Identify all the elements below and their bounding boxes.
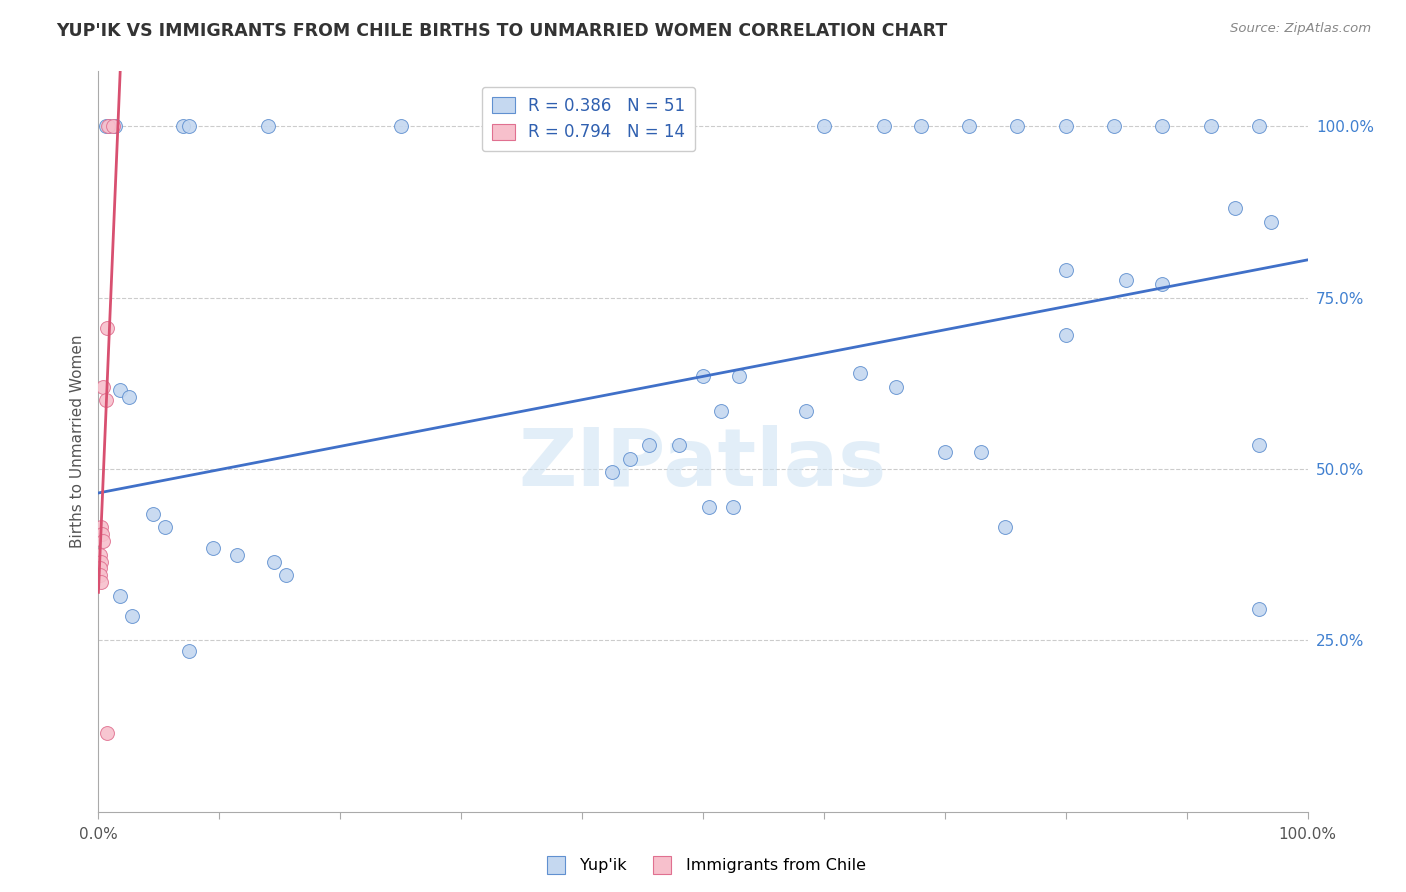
Point <box>1007 119 1029 133</box>
Point <box>90 554 112 568</box>
Point <box>1249 602 1271 616</box>
Text: Source: ZipAtlas.com: Source: ZipAtlas.com <box>1230 22 1371 36</box>
Point <box>202 541 225 555</box>
Point <box>1115 273 1137 287</box>
Text: ZIPatlas: ZIPatlas <box>519 425 887 503</box>
Point <box>1249 438 1271 452</box>
Point <box>970 445 993 459</box>
Point <box>153 520 176 534</box>
Point <box>108 589 131 603</box>
Point <box>101 119 124 133</box>
Point <box>389 119 412 133</box>
Point <box>723 500 745 514</box>
Point <box>179 119 201 133</box>
Point <box>849 366 872 380</box>
Legend: Yup'ik, Immigrants from Chile: Yup'ik, Immigrants from Chile <box>534 852 872 880</box>
Point <box>1054 119 1077 133</box>
Point <box>697 500 720 514</box>
Point <box>89 548 111 562</box>
Point <box>256 119 278 133</box>
Point <box>96 321 118 335</box>
Point <box>794 403 817 417</box>
Point <box>668 438 690 452</box>
Point <box>1152 277 1174 291</box>
Point <box>886 380 908 394</box>
Point <box>957 119 980 133</box>
Point <box>1249 119 1271 133</box>
Point <box>710 403 733 417</box>
Legend: R = 0.386   N = 51, R = 0.794   N = 14: R = 0.386 N = 51, R = 0.794 N = 14 <box>482 87 696 152</box>
Point <box>108 383 131 397</box>
Point <box>1054 328 1077 343</box>
Point <box>94 119 117 133</box>
Point <box>104 119 127 133</box>
Point <box>91 527 114 541</box>
Y-axis label: Births to Unmarried Women: Births to Unmarried Women <box>69 334 84 549</box>
Point <box>1152 119 1174 133</box>
Point <box>813 119 835 133</box>
Point <box>692 369 714 384</box>
Point <box>1054 263 1077 277</box>
Point <box>91 533 114 548</box>
Point <box>994 520 1017 534</box>
Point <box>121 609 143 624</box>
Point <box>602 466 624 480</box>
Point <box>728 369 751 384</box>
Point <box>89 568 111 582</box>
Point <box>96 726 118 740</box>
Point <box>118 390 141 404</box>
Point <box>89 561 111 575</box>
Point <box>637 438 659 452</box>
Point <box>142 507 165 521</box>
Point <box>91 380 114 394</box>
Point <box>90 575 112 590</box>
Point <box>172 119 194 133</box>
Text: YUP'IK VS IMMIGRANTS FROM CHILE BIRTHS TO UNMARRIED WOMEN CORRELATION CHART: YUP'IK VS IMMIGRANTS FROM CHILE BIRTHS T… <box>56 22 948 40</box>
Point <box>97 119 120 133</box>
Point <box>226 548 249 562</box>
Point <box>1102 119 1125 133</box>
Point <box>910 119 932 133</box>
Point <box>179 643 201 657</box>
Point <box>94 393 117 408</box>
Point <box>934 445 956 459</box>
Point <box>1260 215 1282 229</box>
Point <box>90 520 112 534</box>
Point <box>274 568 297 582</box>
Point <box>98 119 121 133</box>
Point <box>1223 202 1246 216</box>
Point <box>873 119 896 133</box>
Point <box>1199 119 1222 133</box>
Point <box>619 451 641 466</box>
Point <box>263 554 285 568</box>
